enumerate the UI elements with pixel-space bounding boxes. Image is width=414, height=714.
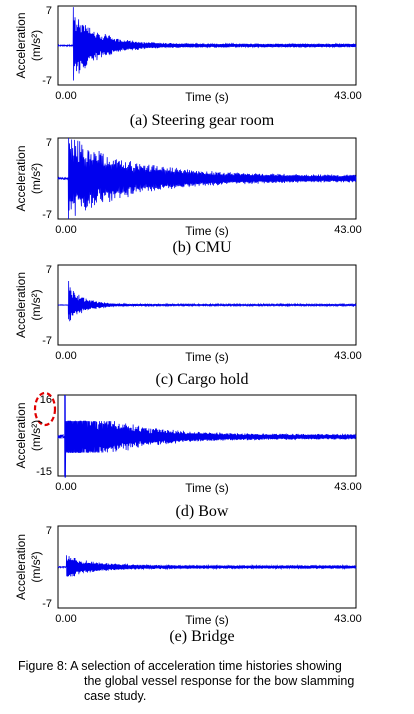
caption-line-3: case study. [84, 689, 147, 703]
chart-e-signal-line [57, 555, 357, 577]
chart-d-signal-line [57, 396, 357, 478]
chart-a-ytick-top: 7 [46, 5, 52, 17]
chart-e-ylabel-main: Acceleration [14, 534, 28, 600]
chart-b-xtick-start: 0.00 [55, 224, 76, 236]
chart-b-ytick-bottom: -7 [42, 209, 52, 221]
chart-c-ylabel-main: Acceleration [14, 272, 28, 338]
chart-b-xtick-end: 43.00 [334, 224, 362, 236]
chart-d-ytick-top: 16 [40, 394, 52, 406]
chart-d-ylabel-main: Acceleration [14, 402, 28, 468]
chart-d-xtick-end: 43.00 [334, 481, 362, 493]
chart-c-ytick-bottom: -7 [42, 335, 52, 347]
chart-d-tick-highlight [33, 391, 57, 427]
chart-a-xlabel: Time (s) [185, 90, 229, 104]
chart-d-ytick-bottom: -15 [36, 466, 52, 478]
figure-caption: Figure 8: A selection of acceleration ti… [18, 659, 408, 704]
caption-line-2: the global vessel response for the bow s… [84, 674, 355, 688]
chart-d-caption: (d) Bow [176, 503, 229, 520]
chart-a-signal-line [57, 7, 357, 81]
caption-line-1: Figure 8: A selection of acceleration ti… [18, 659, 342, 673]
chart-a-ytick-bottom: -7 [42, 75, 52, 87]
chart-d-xtick-start: 0.00 [55, 481, 76, 493]
chart-e-caption: (e) Bridge [169, 628, 234, 645]
chart-b-ylabel-unit: (m/s²) [29, 163, 43, 194]
chart-c-xlabel: Time (s) [185, 350, 229, 364]
chart-a-xtick-start: 0.00 [55, 90, 76, 102]
chart-b-ytick-top: 7 [46, 137, 52, 149]
chart-c-ytick-top: 7 [46, 264, 52, 276]
chart-e-ylabel-unit: (m/s²) [29, 551, 43, 582]
chart-e-ytick-top: 7 [46, 525, 52, 537]
chart-b-ylabel-main: Acceleration [14, 145, 28, 211]
chart-a-ylabel-unit: (m/s²) [29, 30, 43, 61]
chart-c-signal-line [57, 280, 357, 322]
chart-d-ylabel-unit: (m/s²) [29, 420, 43, 451]
chart-a-xtick-end: 43.00 [334, 90, 362, 102]
chart-a-caption: (a) Steering gear room [130, 112, 275, 129]
chart-e-xtick-end: 43.00 [334, 613, 362, 625]
chart-c-caption: (c) Cargo hold [155, 371, 248, 388]
chart-b-xlabel: Time (s) [185, 224, 229, 238]
chart-e-ytick-bottom: -7 [42, 598, 52, 610]
chart-c-xtick-end: 43.00 [334, 350, 362, 362]
chart-e-xtick-start: 0.00 [55, 613, 76, 625]
chart-e-xlabel: Time (s) [185, 613, 229, 627]
chart-a-ylabel-main: Acceleration [14, 12, 28, 78]
chart-b-signal-line [57, 137, 357, 220]
chart-c-ylabel-unit: (m/s²) [29, 289, 43, 320]
chart-d-xlabel: Time (s) [185, 481, 229, 495]
chart-b-caption: (b) CMU [172, 239, 232, 256]
chart-c-xtick-start: 0.00 [55, 350, 76, 362]
